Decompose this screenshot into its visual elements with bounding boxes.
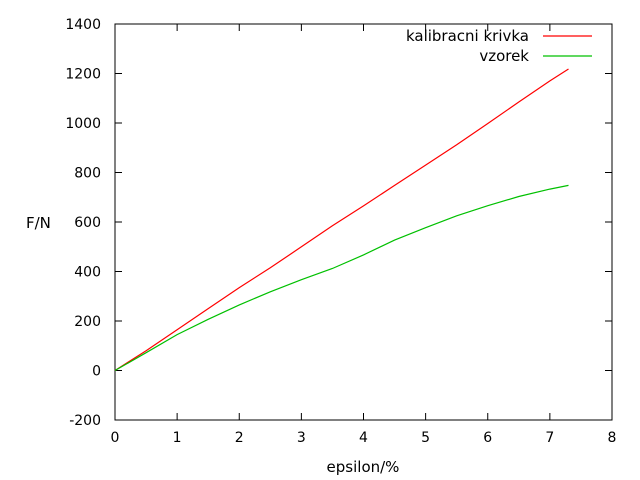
y-axis-ticks: -200 0 200 400 600 800 1000 1200 1400 [65,17,612,429]
x-tick-label: 4 [359,430,368,446]
y-tick-label: 1200 [65,67,101,83]
y-tick-label: 800 [74,166,101,182]
y-tick-label: 1000 [65,116,101,132]
x-tick-label: 0 [111,430,120,446]
x-axis-label: epsilon/% [327,458,400,476]
x-tick-label: 5 [421,430,430,446]
x-tick-label: 1 [173,430,182,446]
y-tick-label: 600 [74,215,101,231]
legend-label-1: kalibracni krivka [406,27,529,45]
x-axis-ticks: 0 1 2 3 4 5 6 7 8 [111,24,617,446]
y-tick-label: 1400 [65,17,101,33]
x-tick-label: 7 [545,430,554,446]
legend-label-2: vzorek [479,47,529,65]
series-lines [114,68,569,372]
y-tick-label: -200 [69,413,101,429]
y-tick-label: 0 [92,364,101,380]
x-tick-label: 3 [297,430,306,446]
y-tick-label: 400 [74,265,101,281]
plot-frame [114,23,613,421]
series-line-2 [114,184,569,372]
x-tick-label: 2 [235,430,244,446]
legend: kalibracni krivka vzorek [406,27,592,65]
y-tick-label: 200 [74,314,101,330]
series-line-1 [114,68,569,372]
y-axis-label: F/N [26,214,51,232]
x-tick-label: 8 [608,430,617,446]
x-tick-label: 6 [483,430,492,446]
